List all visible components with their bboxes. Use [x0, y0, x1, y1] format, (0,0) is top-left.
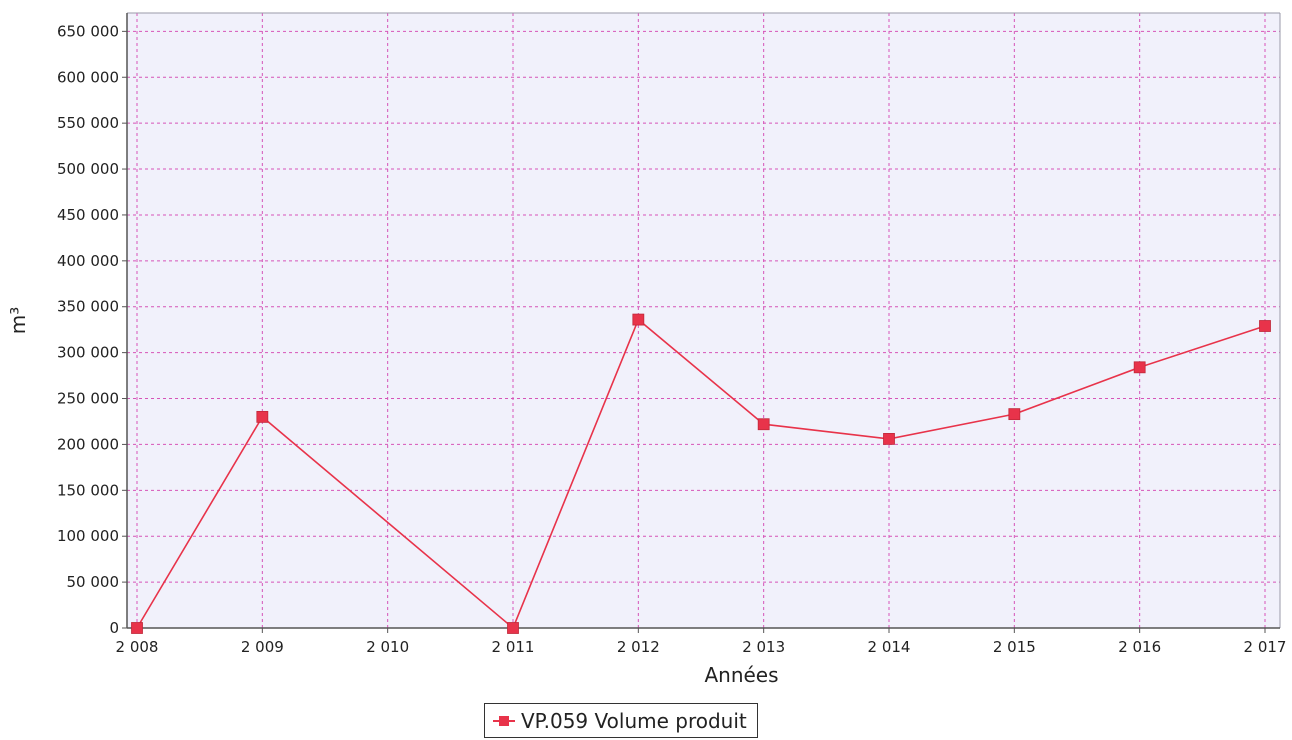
x-tick-label: 2 013 — [742, 638, 785, 656]
x-tick-label: 2 008 — [116, 638, 159, 656]
data-point-marker — [1259, 320, 1271, 332]
y-tick-label: 300 000 — [57, 344, 119, 362]
data-point-marker — [883, 433, 895, 445]
data-point-marker — [1008, 408, 1021, 421]
x-tick-label: 2 015 — [993, 638, 1036, 656]
data-point-marker — [507, 622, 519, 634]
data-point-marker — [632, 313, 645, 326]
plot-area — [127, 13, 1280, 628]
x-tick-label: 2 016 — [1118, 638, 1161, 656]
data-point-marker — [757, 418, 770, 431]
legend-series-marker-icon — [493, 714, 515, 728]
data-point-marker — [256, 410, 269, 423]
x-tick-label: 2 011 — [492, 638, 535, 656]
y-tick-label: 250 000 — [57, 390, 119, 408]
x-axis-title: Années — [704, 663, 778, 687]
x-tick-label: 2 014 — [868, 638, 911, 656]
legend-series-label: VP.059 Volume produit — [521, 708, 747, 733]
y-tick-label: 650 000 — [57, 22, 119, 40]
y-tick-label: 50 000 — [67, 573, 120, 591]
y-tick-label: 500 000 — [57, 160, 119, 178]
data-point-marker — [1133, 361, 1146, 374]
y-axis-title: m³ — [6, 307, 30, 335]
x-tick-label: 2 017 — [1244, 638, 1287, 656]
data-point-marker — [131, 622, 143, 634]
y-tick-label: 350 000 — [57, 298, 119, 316]
y-tick-label: 600 000 — [57, 68, 119, 86]
legend: VP.059 Volume produit — [484, 703, 758, 738]
y-tick-label: 150 000 — [57, 481, 119, 499]
x-tick-label: 2 009 — [241, 638, 284, 656]
y-tick-label: 550 000 — [57, 114, 119, 132]
y-tick-label: 0 — [109, 619, 119, 637]
x-tick-label: 2 010 — [366, 638, 409, 656]
y-tick-label: 450 000 — [57, 206, 119, 224]
y-tick-label: 100 000 — [57, 527, 119, 545]
x-tick-label: 2 012 — [617, 638, 660, 656]
y-tick-label: 400 000 — [57, 252, 119, 270]
y-tick-label: 200 000 — [57, 435, 119, 453]
